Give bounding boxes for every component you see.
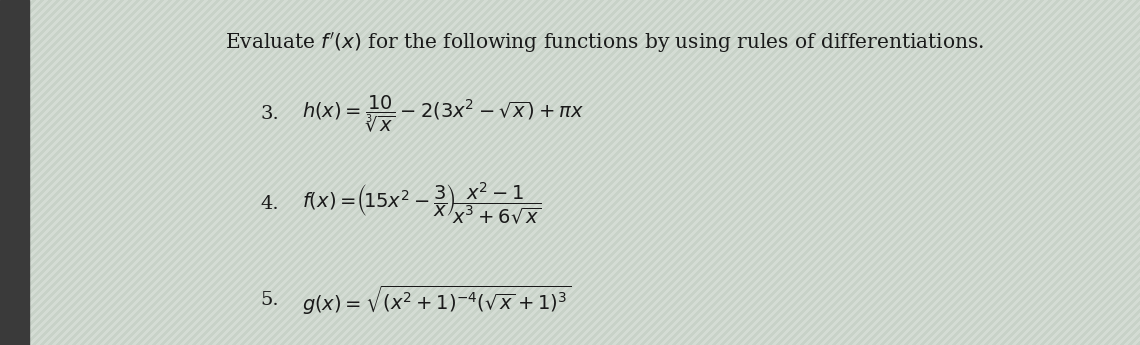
Bar [0,0,28,345]
Text: 5.: 5. [261,291,279,309]
Text: $h(x) = \dfrac{10}{\sqrt[3]{x}} - 2(3x^2 - \sqrt{x}) + \pi x$: $h(x) = \dfrac{10}{\sqrt[3]{x}} - 2(3x^2… [302,93,584,134]
Text: $f(x) = \!\left(\!15x^2 - \dfrac{3}{x}\!\right)\!\dfrac{x^2-1}{x^3+6\sqrt{x}}$: $f(x) = \!\left(\!15x^2 - \dfrac{3}{x}\!… [302,180,542,227]
Text: Evaluate $f'(x)$ for the following functions by using rules of differentiations.: Evaluate $f'(x)$ for the following funct… [225,31,984,55]
Text: 4.: 4. [261,195,279,213]
Text: $g(x) = \sqrt{(x^2+1)^{-4}(\sqrt{x}+1)^3}$: $g(x) = \sqrt{(x^2+1)^{-4}(\sqrt{x}+1)^3… [302,284,571,317]
Text: 3.: 3. [261,105,279,123]
